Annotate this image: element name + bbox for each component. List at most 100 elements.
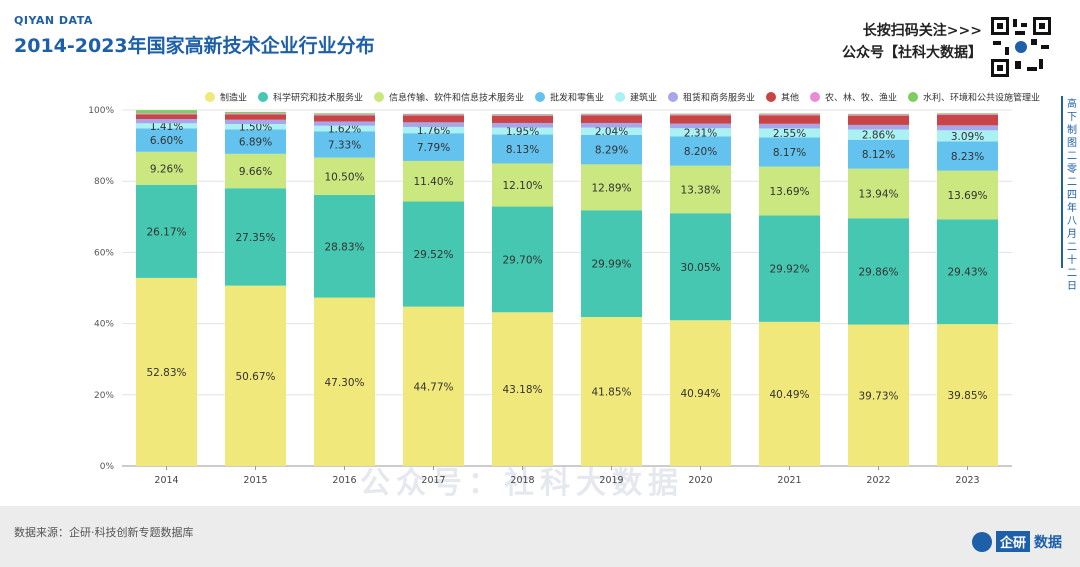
bar-segment bbox=[759, 113, 820, 115]
bar-segment bbox=[403, 306, 464, 466]
legend-swatch bbox=[908, 92, 918, 102]
bar-segment bbox=[136, 123, 197, 129]
bar-segment bbox=[225, 113, 286, 115]
bar-segment bbox=[492, 114, 553, 115]
bar-segment bbox=[225, 129, 286, 154]
data-label: 50.67% bbox=[235, 371, 275, 383]
bar-segment bbox=[314, 115, 375, 122]
bar-segment bbox=[581, 114, 642, 116]
bar-segment bbox=[136, 113, 197, 115]
data-label: 30.05% bbox=[680, 262, 720, 274]
data-label: 1.95% bbox=[506, 126, 539, 138]
data-label: 44.77% bbox=[413, 381, 453, 393]
footer-bar bbox=[0, 506, 1080, 567]
follow-line-1: 长按扫码关注>>> bbox=[862, 23, 982, 39]
x-tick-label: 2020 bbox=[688, 475, 712, 486]
bar-segment bbox=[670, 113, 731, 115]
watermark-text: 公众号：社科大数据 bbox=[360, 466, 684, 501]
legend-swatch bbox=[258, 92, 268, 102]
logo-name: 企研 bbox=[996, 531, 1031, 552]
bar-segment bbox=[848, 139, 909, 169]
bar-segment bbox=[314, 121, 375, 126]
data-label: 2.31% bbox=[684, 127, 717, 139]
legend-label: 租赁和商务服务业 bbox=[683, 92, 755, 104]
bar-segment bbox=[759, 137, 820, 167]
bar-segment bbox=[937, 115, 998, 126]
brand-label: QIYAN DATA bbox=[14, 14, 93, 27]
data-label: 8.23% bbox=[951, 151, 984, 163]
bar-segment bbox=[403, 115, 464, 123]
bar-segment bbox=[848, 129, 909, 140]
data-label: 8.29% bbox=[595, 145, 628, 157]
bar-segment bbox=[314, 131, 375, 158]
data-label: 43.18% bbox=[502, 384, 542, 396]
bar-segment bbox=[937, 324, 998, 466]
data-label: 29.70% bbox=[502, 254, 542, 266]
y-tick-label: 0% bbox=[100, 462, 115, 472]
follow-line-2: 公众号【社科大数据】 bbox=[842, 45, 982, 61]
data-label: 40.49% bbox=[769, 389, 809, 401]
bar-segment bbox=[581, 122, 642, 128]
legend-label: 水利、环境和公共设施管理业 bbox=[923, 92, 1040, 104]
follow-prompt: 长按扫码关注>>> 公众号【社科大数据】 bbox=[842, 20, 982, 64]
bar-segment bbox=[937, 125, 998, 131]
bar-segment bbox=[492, 114, 553, 116]
bar-segment bbox=[670, 128, 731, 137]
data-label: 2.86% bbox=[862, 130, 895, 142]
bar-segment bbox=[403, 160, 464, 202]
bar-segment bbox=[492, 127, 553, 135]
legend-swatch bbox=[535, 92, 545, 102]
bar-segment bbox=[314, 113, 375, 115]
bar-segment bbox=[403, 126, 464, 134]
bar-segment bbox=[136, 114, 197, 120]
bar-segment bbox=[314, 157, 375, 195]
bar-segment bbox=[225, 123, 286, 130]
legend-swatch bbox=[810, 92, 820, 102]
data-label: 1.50% bbox=[239, 122, 272, 134]
data-label: 8.13% bbox=[506, 144, 539, 156]
bar-segment bbox=[136, 110, 197, 114]
x-tick-label: 2014 bbox=[154, 475, 178, 486]
bar-segment bbox=[136, 151, 197, 185]
x-tick-label: 2017 bbox=[421, 475, 445, 486]
bar-segment bbox=[937, 170, 998, 220]
bar-segment bbox=[759, 114, 820, 116]
bar-segment bbox=[314, 194, 375, 298]
sidebar-caption: 高下制图 二零二四年八月二十二日 bbox=[1067, 99, 1077, 292]
bar-segment bbox=[670, 213, 731, 321]
bar-segment bbox=[314, 114, 375, 116]
bar-segment bbox=[492, 122, 553, 128]
bar-segment bbox=[225, 111, 286, 114]
legend-label: 批发和零售业 bbox=[550, 92, 604, 104]
y-tick-label: 80% bbox=[94, 177, 114, 187]
bar-segment bbox=[581, 134, 642, 165]
bar-segment bbox=[670, 114, 731, 116]
legend-swatch bbox=[766, 92, 776, 102]
data-label: 28.83% bbox=[324, 241, 364, 253]
data-label: 8.20% bbox=[684, 146, 717, 158]
data-label: 39.85% bbox=[947, 390, 987, 402]
qr-code-image[interactable] bbox=[991, 17, 1051, 77]
bar-segment bbox=[848, 124, 909, 130]
bar-segment bbox=[225, 114, 286, 120]
legend-label: 农、林、牧、渔业 bbox=[825, 92, 897, 104]
bar-segment bbox=[937, 141, 998, 171]
data-label: 6.60% bbox=[150, 135, 183, 147]
bar-segment bbox=[581, 210, 642, 318]
data-label: 12.10% bbox=[502, 180, 542, 192]
bar-segment bbox=[581, 164, 642, 211]
bar-segment bbox=[403, 133, 464, 161]
data-label: 13.69% bbox=[769, 186, 809, 198]
bar-segment bbox=[759, 115, 820, 124]
y-tick-label: 40% bbox=[94, 320, 114, 330]
bar-segment bbox=[937, 219, 998, 325]
bar-segment bbox=[670, 320, 731, 466]
bar-segment bbox=[759, 123, 820, 129]
bar-segment bbox=[136, 277, 197, 466]
legend-label: 建筑业 bbox=[630, 92, 657, 104]
bar-segment bbox=[492, 115, 553, 123]
bar-segment bbox=[492, 206, 553, 313]
bar-segment bbox=[492, 134, 553, 164]
bar-segment bbox=[581, 113, 642, 115]
data-label: 2.55% bbox=[773, 128, 806, 140]
